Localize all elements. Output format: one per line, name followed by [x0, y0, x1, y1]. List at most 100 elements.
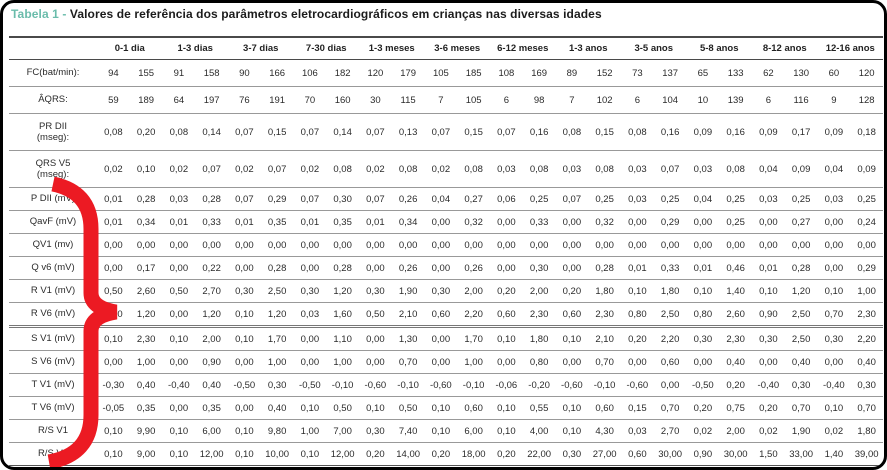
value-cell: 0,01: [228, 210, 261, 234]
value-cell: -0,10: [391, 373, 425, 397]
value-cell: -0,50: [293, 373, 327, 397]
value-cell: 0,60: [490, 302, 523, 328]
value-cell: 0,10: [162, 442, 196, 466]
value-cell: 0,09: [850, 150, 883, 188]
value-cell: 2,30: [522, 302, 556, 328]
table-row: S V6 (mV) 0,00 1,00 0,00 0,90 0,00 1,00 0,00 1,0…: [9, 350, 883, 374]
value-cell: 0,00: [424, 350, 458, 374]
value-cell: 0,30: [784, 373, 818, 397]
value-cell: 137: [653, 59, 687, 87]
value-cell: 0,15: [260, 113, 294, 151]
value-cell: 65: [686, 59, 720, 87]
row-label: QV1 (mv): [9, 233, 97, 257]
value-cell: 0,02: [97, 150, 130, 188]
value-cell: 0,10: [555, 326, 589, 351]
value-cell: 0,00: [293, 326, 327, 351]
value-cell: 0,26: [457, 256, 490, 280]
value-cell: 0,00: [686, 210, 720, 234]
value-cell: 0,30: [424, 279, 458, 303]
value-cell: 1,90: [391, 279, 425, 303]
value-cell: 7: [424, 86, 458, 114]
value-cell: 0,10: [817, 396, 851, 420]
value-cell: 0,29: [850, 256, 883, 280]
value-cell: 0,00: [555, 233, 589, 257]
table-row: R/S V1 0,10 9,90 0,10 6,00 0,10 9,80 1,00 7,00 0,…: [9, 419, 883, 443]
value-cell: 0,00: [490, 350, 523, 374]
value-cell: 0,50: [97, 279, 130, 303]
value-cell: 0,30: [817, 326, 851, 351]
value-cell: 0,50: [162, 279, 196, 303]
value-cell: 0,10: [97, 442, 130, 466]
value-cell: 0,08: [719, 150, 752, 188]
value-cell: -0,60: [359, 373, 392, 397]
value-cell: 1,10: [326, 326, 359, 351]
value-cell: 120: [359, 59, 392, 87]
value-cell: 105: [424, 59, 458, 87]
value-cell: 0,08: [162, 113, 196, 151]
value-cell: 0,07: [424, 113, 458, 151]
value-cell: 0,00: [424, 233, 458, 257]
row-label: T V6 (mV): [9, 396, 97, 420]
value-cell: 0,13: [391, 113, 425, 151]
value-cell: 9,00: [129, 442, 163, 466]
value-cell: 0,30: [686, 326, 720, 351]
value-cell: 0,00: [686, 350, 720, 374]
value-cell: 0,27: [784, 210, 818, 234]
age-group-header: 7-30 dias: [293, 36, 359, 60]
value-cell: 0,04: [424, 187, 458, 211]
value-cell: 0,16: [653, 113, 687, 151]
value-cell: 0,10: [228, 419, 261, 443]
value-cell: 0,00: [752, 233, 785, 257]
value-cell: -0,40: [752, 373, 785, 397]
value-cell: 0,70: [391, 350, 425, 374]
value-cell: 1,00: [326, 350, 359, 374]
value-cell: 30,00: [653, 442, 687, 466]
value-cell: 0,07: [653, 150, 687, 188]
value-cell: 1,70: [457, 326, 490, 351]
value-cell: 0,35: [326, 210, 359, 234]
value-cell: 160: [326, 86, 359, 114]
age-group-header: 12-16 anos: [817, 36, 883, 60]
value-cell: 12,00: [195, 442, 228, 466]
value-cell: 0,25: [850, 187, 883, 211]
value-cell: 0,28: [588, 256, 621, 280]
row-label: FC(bat/min):: [9, 59, 97, 87]
value-cell: 0,28: [326, 256, 359, 280]
row-label: Q v6 (mV): [9, 256, 97, 280]
table-title: Tabela 1 - Valores de referência dos par…: [11, 7, 602, 21]
value-cell: 0,20: [424, 442, 458, 466]
value-cell: 2,30: [588, 302, 621, 328]
row-label: PR DII (mseg):: [9, 113, 97, 151]
value-cell: 1,90: [784, 419, 818, 443]
value-cell: 0,16: [522, 113, 556, 151]
value-cell: 0,00: [326, 233, 359, 257]
value-cell: 158: [195, 59, 228, 87]
value-cell: 0,04: [817, 150, 851, 188]
value-cell: 0,09: [752, 113, 785, 151]
value-cell: 0,03: [555, 150, 589, 188]
value-cell: 0,00: [228, 256, 261, 280]
age-group-header: 3-5 anos: [621, 36, 687, 60]
age-group-header: 1-3 meses: [359, 36, 425, 60]
table-row: QavF (mV) 0,01 0,34 0,01 0,33 0,01 0,35 0,01 0,3…: [9, 210, 883, 234]
value-cell: 0,10: [686, 279, 720, 303]
value-cell: 0,00: [97, 350, 130, 374]
value-cell: 0,09: [784, 150, 818, 188]
value-cell: 0,00: [490, 256, 523, 280]
value-cell: 0,00: [424, 326, 458, 351]
value-cell: 1,50: [752, 442, 785, 466]
value-cell: 0,00: [752, 210, 785, 234]
value-cell: 4,30: [588, 419, 621, 443]
value-cell: 0,00: [129, 233, 163, 257]
value-cell: 0,18: [850, 113, 883, 151]
value-cell: 0,33: [195, 210, 228, 234]
value-cell: -0,06: [490, 373, 523, 397]
value-cell: 0,27: [457, 187, 490, 211]
value-cell: 0,15: [457, 113, 490, 151]
value-cell: 0,50: [359, 302, 392, 328]
value-cell: 1,40: [817, 442, 851, 466]
value-cell: 0,10: [555, 396, 589, 420]
value-cell: 0,20: [719, 373, 752, 397]
age-group-header: 1-3 anos: [555, 36, 621, 60]
value-cell: 98: [522, 86, 556, 114]
